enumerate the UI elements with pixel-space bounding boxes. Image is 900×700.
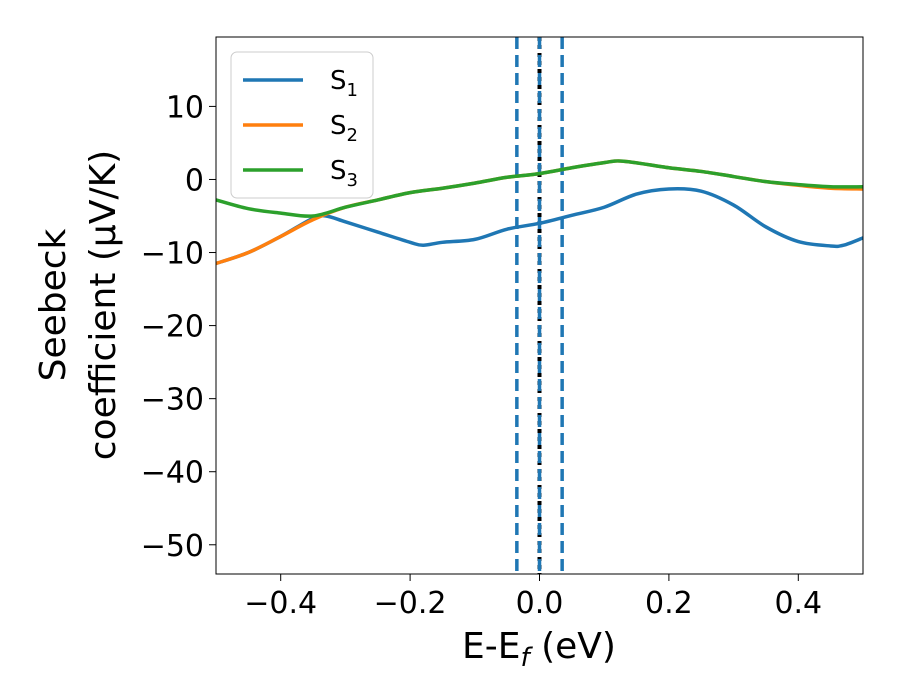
legend-label-sub: 1: [347, 80, 358, 101]
y-tick-label: 0: [185, 163, 204, 198]
x-axis-title-main: E-E: [462, 626, 520, 667]
series-lines: [216, 159, 863, 266]
x-tick-label: 0.2: [645, 586, 693, 621]
y-tick-label: −50: [141, 529, 204, 564]
y-tick-label: 10: [166, 90, 204, 125]
x-tick-label: 0.0: [516, 586, 564, 621]
x-axis-title-unit: (eV): [530, 626, 616, 667]
reference-lines: [515, 37, 564, 574]
x-axis-ticks: −0.4 −0.2 0.0 0.2 0.4: [244, 574, 822, 621]
x-tick-label: −0.2: [374, 586, 447, 621]
legend-label-sub: 2: [347, 125, 358, 146]
y-axis-title-line2: coefficient (μV/K): [83, 150, 124, 460]
y-tick-label: −20: [141, 310, 204, 345]
x-axis-title: E-Ef (eV): [462, 626, 616, 673]
y-tick-label: −30: [141, 383, 204, 418]
legend-label-sub: 3: [347, 170, 358, 191]
x-tick-label: 0.4: [774, 586, 822, 621]
y-axis-title: Seebeck coefficient (μV/K): [33, 150, 124, 460]
y-axis-title-line1: Seebeck: [33, 228, 74, 381]
y-tick-label: −10: [141, 237, 204, 272]
series-line-3: [216, 159, 863, 218]
y-tick-label: −40: [141, 456, 204, 491]
x-tick-label: −0.4: [244, 586, 317, 621]
y-axis-ticks: 10 0 −10 −20 −30 −40 −50: [141, 90, 216, 564]
